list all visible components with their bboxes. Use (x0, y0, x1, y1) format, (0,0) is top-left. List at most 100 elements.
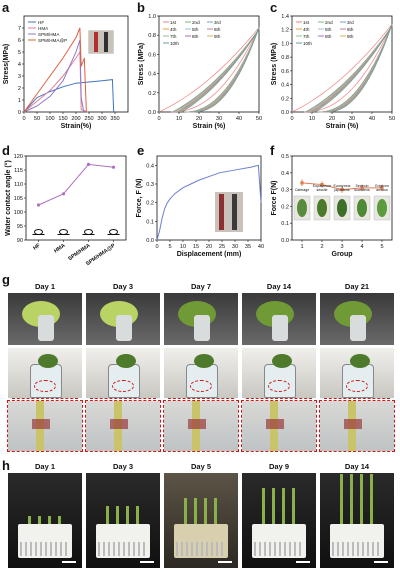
c-legend-label: 2nd (325, 20, 333, 25)
c-legend-label: 6th (347, 27, 354, 32)
g-photo-mid (164, 348, 238, 398)
g-photo-top (242, 293, 316, 345)
a-ytick-label: 1 (18, 98, 21, 104)
g-glue-icon (32, 419, 50, 429)
f-ytick-label: 0.0 (281, 238, 289, 244)
b-cycle-line (174, 27, 260, 113)
g-zoom-marker (268, 380, 290, 392)
a-ytick-label: 2 (18, 86, 21, 92)
b-xlabel: Strain (%) (193, 123, 226, 130)
g-day-label: Day 1 (34, 282, 55, 291)
h-sprout-icon (28, 516, 31, 524)
a-legend-label: SPM/HMA@P (38, 38, 67, 43)
f-ytick-label: 0.1 (281, 221, 289, 227)
f-point (320, 182, 324, 187)
h-sprout-icon (282, 488, 285, 524)
g-day-label: Day 3 (112, 282, 133, 291)
f-ytick-label: 0.3 (281, 188, 289, 194)
h-sprout-icon (194, 498, 197, 524)
c-legend-label: 5th (325, 27, 332, 32)
a-legend-label: HF (38, 20, 44, 25)
d-series-line (38, 163, 114, 206)
a-legend-label: HMA (38, 26, 49, 31)
g-photo-zoom (241, 400, 317, 452)
c-ytick-label: 0.0 (281, 110, 289, 116)
d-frame (25, 155, 127, 241)
b-legend-label: 2nd (192, 20, 200, 25)
g-flask-top-icon (350, 315, 366, 341)
a-ytick-label: 4 (18, 62, 21, 68)
b-frame (158, 15, 260, 113)
a-xtick-label: 300 (97, 116, 106, 122)
b-xtick-label: 0 (157, 116, 160, 122)
g-day-label: Day 7 (190, 282, 211, 291)
h-scale-bar (62, 561, 76, 563)
b-legend-label: 3rd (214, 20, 221, 25)
a-inset-photo (87, 29, 115, 55)
h-sprout-icon (106, 506, 109, 524)
a-ylabel: Stress(MPa) (3, 44, 10, 84)
h-sprout-icon (272, 488, 275, 524)
b-cycle-line (172, 27, 260, 113)
h-pot-grille (98, 542, 148, 556)
d-point (86, 162, 91, 166)
e-ylabel: Force, F (N) (136, 179, 143, 218)
g-flask-top-icon (116, 315, 132, 341)
e-xtick-label: 30 (232, 244, 238, 250)
a-xtick-label: 350 (110, 116, 119, 122)
c-legend-label: 8th (325, 34, 332, 39)
d-ytick-label: 95 (17, 224, 23, 230)
h-pot-grille (176, 542, 226, 556)
a-ytick-label: 5 (18, 50, 21, 56)
h-pot-grille (20, 542, 70, 556)
g-zoom-connector (324, 398, 390, 402)
h-scale-bar (296, 561, 310, 563)
g-day-label: Day 14 (266, 282, 292, 291)
f-xtick-label: 4 (360, 244, 363, 250)
h-pot-grille (332, 542, 382, 556)
d-ytick-label: 100 (14, 210, 23, 216)
d-point (111, 165, 116, 169)
f-xtick-label: 5 (380, 244, 383, 250)
g-glue-icon (266, 419, 284, 429)
g-photo-top (320, 293, 394, 345)
h-sprout-icon (370, 474, 373, 524)
d-droplet-icon (109, 229, 118, 235)
d-ytick-label: 110 (14, 182, 23, 188)
f-point (340, 188, 344, 192)
g-flask-top-icon (194, 315, 210, 341)
e-inset-clamp (219, 194, 224, 230)
g-zoom-marker (112, 380, 134, 392)
a-series-line (23, 39, 85, 113)
h-photo (8, 473, 82, 568)
e-xtick-label: 10 (180, 244, 186, 250)
f-leaf-label: Euonymus (334, 184, 351, 188)
b-cycle-line (173, 27, 260, 113)
a-series-line (23, 50, 88, 113)
h-sprout-icon (48, 516, 51, 524)
g-photo-zoom (85, 400, 161, 452)
d-ytick-label: 120 (14, 154, 23, 160)
b-legend-label: 4th (170, 27, 177, 32)
c-ytick-label: 1.0 (281, 41, 289, 47)
h-day-label: Day 5 (190, 462, 211, 471)
g-zoom-connector (90, 398, 156, 402)
d-ytick-label: 105 (14, 196, 23, 202)
g-glue-icon (110, 419, 128, 429)
h-sprout-icon (126, 506, 129, 524)
g-zoom-marker (190, 380, 212, 392)
c-ytick-label: 0.2 (281, 96, 289, 102)
e-xlabel: Displacement (mm) (177, 251, 242, 258)
g-flask-top-icon (272, 315, 288, 341)
f-xtick-label: 2 (320, 244, 323, 250)
c-ytick-label: 1.2 (281, 28, 289, 34)
b-xtick-label: 50 (256, 116, 262, 122)
f-xlabel: Group (332, 251, 353, 258)
f-leaf-label: sessile (317, 188, 328, 192)
panel-label-f: f (270, 143, 275, 158)
c-cycle-line (314, 24, 393, 113)
a-xtick-label: 250 (84, 116, 93, 122)
e-xtick-label: 20 (206, 244, 212, 250)
b-xtick-label: 10 (176, 116, 182, 122)
